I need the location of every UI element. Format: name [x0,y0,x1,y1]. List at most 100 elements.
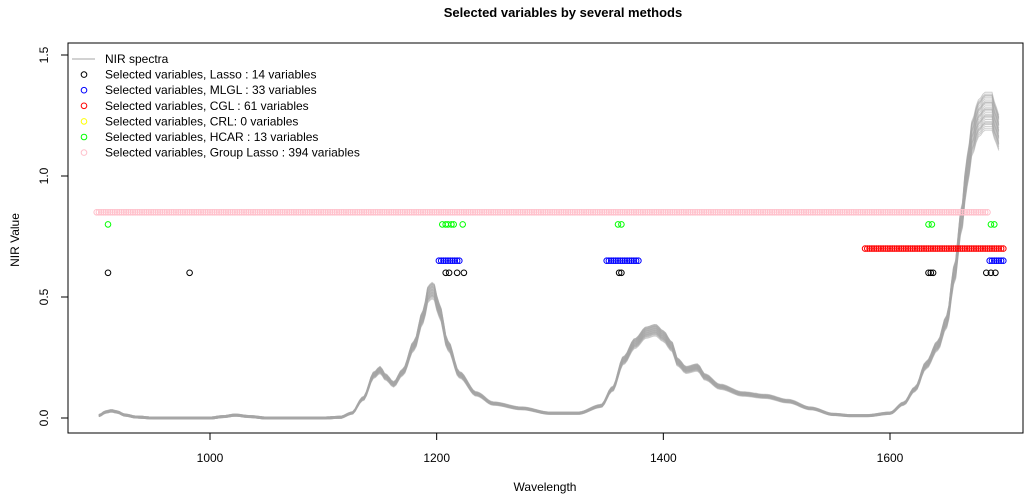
group-lasso-point [628,209,635,216]
group-lasso-point [596,209,604,216]
group-lasso-point [827,209,835,216]
spectrum-line [98,119,1000,419]
group-lasso-point [351,209,359,216]
group-lasso-point [363,209,370,216]
group-lasso-point [229,209,236,216]
group-lasso-point [845,209,853,216]
group-lasso-point [172,209,180,216]
group-lasso-point [469,209,477,216]
group-lasso-point [936,209,944,216]
cgl-point [868,245,876,252]
group-lasso-point [848,209,855,216]
legend-label: Selected variables, MLGL : 33 variables [105,83,317,97]
group-lasso-point [274,209,282,216]
group-lasso-point [372,209,379,216]
group-lasso-point [932,209,939,216]
group-lasso-point [462,209,470,216]
group-lasso-point [700,209,708,216]
cgl-point [941,245,948,252]
group-lasso-point [181,209,189,216]
mlgl-point [437,257,445,265]
y-tick-label: 0.5 [37,288,51,305]
group-lasso-point [326,209,334,216]
group-lasso-point [381,209,388,216]
group-lasso-point [864,209,871,216]
group-lasso-point [966,209,973,216]
cgl-point [993,245,1000,252]
group-lasso-point [843,209,851,216]
spectrum-line [98,127,1000,419]
mlgl-point [995,257,1003,265]
cgl-point [934,245,941,252]
spectrum-line [98,94,1000,418]
group-lasso-point [916,209,923,216]
group-lasso-point [186,209,193,216]
mlgl-point [617,257,624,265]
group-lasso-point [900,209,907,216]
group-lasso-point [451,209,459,216]
spectrum-line [98,122,1000,418]
group-lasso-point [807,209,815,216]
group-lasso-point [784,209,792,216]
lasso-point [987,269,995,277]
group-lasso-point [93,209,100,216]
group-lasso-point [530,209,538,216]
group-lasso-point [354,209,361,216]
cgl-point [938,245,946,252]
group-lasso-point [490,209,497,216]
group-lasso-point [168,209,175,216]
cgl-point [961,245,969,252]
group-lasso-point [526,209,533,216]
group-lasso-point [213,209,221,216]
group-lasso-point [768,209,776,216]
group-lasso-point [605,209,613,216]
cgl-point [929,245,937,252]
group-lasso-point [675,209,683,216]
group-lasso-point [433,209,441,216]
group-lasso-point [127,209,134,216]
group-lasso-point [723,209,731,216]
group-lasso-point [408,209,416,216]
group-lasso-point [796,209,803,216]
group-lasso-point [805,209,812,216]
group-lasso-point [231,209,239,216]
group-lasso-point [979,209,987,216]
mlgl-point [621,257,629,265]
group-lasso-point [592,209,599,216]
group-lasso-point [236,209,243,216]
group-lasso-point [766,209,774,216]
group-lasso-point [227,209,234,216]
group-lasso-point [630,209,638,216]
cgl-point [907,245,914,252]
group-lasso-point [263,209,271,216]
group-lasso-point [447,209,454,216]
group-lasso-point [313,209,320,216]
cgl-point [895,245,903,252]
group-lasso-point [537,209,545,216]
group-lasso-point [639,209,647,216]
cgl-point [925,245,932,252]
cgl-point [970,245,978,252]
cgl-point [916,245,923,252]
group-lasso-point [601,209,608,216]
group-lasso-point [143,209,150,216]
group-lasso-point [317,209,325,216]
group-lasso-point [222,209,230,216]
x-axis: 1000 1200 1400 1600 [197,432,904,465]
group-lasso-point [573,209,581,216]
group-lasso-point [512,209,520,216]
group-lasso-point [757,209,765,216]
cgl-point [902,245,910,252]
group-lasso-point [687,209,694,216]
group-lasso-point [295,209,302,216]
group-lasso-point [789,209,796,216]
cgl-point [936,245,944,252]
group-lasso-point [131,209,139,216]
mlgl-point [623,257,631,265]
group-lasso-point [286,209,293,216]
group-lasso-point [755,209,762,216]
group-lasso-point [814,209,821,216]
x-tick-label: 1200 [423,451,450,465]
group-lasso-point [165,209,173,216]
group-lasso-point [419,209,427,216]
